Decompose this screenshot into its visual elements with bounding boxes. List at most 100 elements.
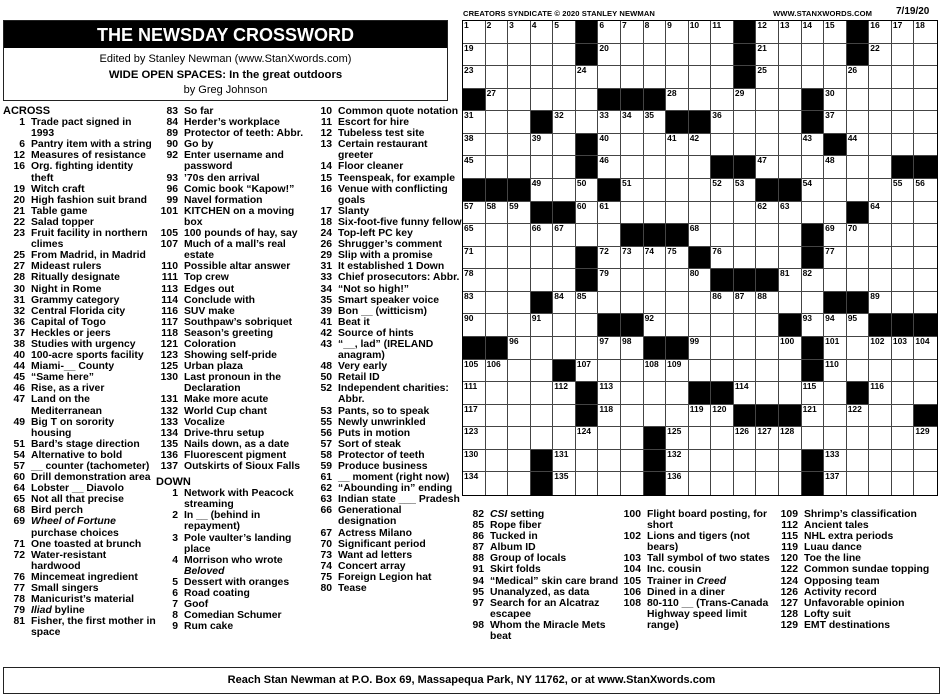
grid-cell[interactable] <box>891 224 915 247</box>
grid-cell[interactable] <box>530 156 554 179</box>
grid-cell[interactable] <box>869 111 892 134</box>
grid-cell[interactable] <box>643 156 667 179</box>
grid-cell[interactable]: 32 <box>553 111 576 134</box>
grid-cell[interactable]: 19 <box>463 43 486 67</box>
grid-cell[interactable] <box>733 314 757 337</box>
grid-cell[interactable]: 109 <box>666 359 689 383</box>
grid-cell[interactable]: 52 <box>711 178 734 202</box>
grid-cell[interactable]: 30 <box>824 88 847 112</box>
grid-cell[interactable] <box>666 291 689 315</box>
grid-cell[interactable] <box>553 336 576 360</box>
grid-cell[interactable] <box>711 88 734 112</box>
grid-cell[interactable]: 79 <box>598 269 621 292</box>
grid-cell[interactable] <box>508 43 531 67</box>
grid-cell[interactable]: 128 <box>778 427 802 450</box>
grid-cell[interactable] <box>756 133 779 157</box>
grid-cell[interactable] <box>869 88 892 112</box>
grid-cell[interactable] <box>485 43 509 67</box>
grid-cell[interactable] <box>553 404 576 428</box>
grid-cell[interactable] <box>778 382 802 405</box>
grid-cell[interactable] <box>846 156 870 179</box>
grid-cell[interactable] <box>869 224 892 247</box>
grid-cell[interactable]: 45 <box>463 156 486 179</box>
grid-cell[interactable] <box>733 449 757 473</box>
grid-cell[interactable] <box>914 472 937 495</box>
grid-cell[interactable]: 127 <box>756 427 779 450</box>
grid-cell[interactable] <box>778 66 802 89</box>
grid-cell[interactable]: 62 <box>756 201 779 225</box>
grid-cell[interactable]: 42 <box>688 133 712 157</box>
grid-cell[interactable] <box>778 472 802 495</box>
grid-cell[interactable] <box>508 382 531 405</box>
grid-cell[interactable] <box>891 404 915 428</box>
grid-cell[interactable] <box>801 291 825 315</box>
grid-cell[interactable] <box>733 224 757 247</box>
grid-cell[interactable]: 131 <box>553 449 576 473</box>
grid-cell[interactable] <box>756 359 779 383</box>
grid-cell[interactable]: 76 <box>711 246 734 270</box>
grid-cell[interactable] <box>914 88 937 112</box>
grid-cell[interactable] <box>575 314 599 337</box>
grid-cell[interactable] <box>620 291 644 315</box>
crossword-grid[interactable]: 1 2 3 4 5 6 7 8 9 10 11 12 13 14 15 16 17 18 19 20 21 22 23 24 2… <box>462 20 938 496</box>
grid-cell[interactable] <box>778 88 802 112</box>
grid-cell[interactable] <box>891 269 915 292</box>
grid-cell[interactable] <box>508 111 531 134</box>
grid-cell[interactable] <box>846 359 870 383</box>
grid-cell[interactable]: 105 <box>463 359 486 383</box>
grid-cell[interactable] <box>508 404 531 428</box>
grid-cell[interactable] <box>485 246 509 270</box>
grid-cell[interactable]: 36 <box>711 111 734 134</box>
grid-cell[interactable]: 122 <box>846 404 870 428</box>
grid-cell[interactable] <box>688 88 712 112</box>
grid-cell[interactable] <box>553 156 576 179</box>
grid-cell[interactable]: 53 <box>733 178 757 202</box>
grid-cell[interactable] <box>733 359 757 383</box>
grid-cell[interactable] <box>914 382 937 405</box>
grid-cell[interactable] <box>530 88 554 112</box>
grid-cell[interactable]: 46 <box>598 156 621 179</box>
grid-cell[interactable]: 92 <box>643 314 667 337</box>
grid-cell[interactable] <box>846 269 870 292</box>
grid-cell[interactable]: 102 <box>869 336 892 360</box>
grid-cell[interactable] <box>891 382 915 405</box>
grid-cell[interactable] <box>508 88 531 112</box>
grid-cell[interactable] <box>846 427 870 450</box>
grid-cell[interactable]: 49 <box>530 178 554 202</box>
grid-cell[interactable] <box>733 336 757 360</box>
grid-cell[interactable]: 101 <box>824 336 847 360</box>
grid-cell[interactable]: 108 <box>643 359 667 383</box>
grid-cell[interactable] <box>824 66 847 89</box>
grid-cell[interactable] <box>688 156 712 179</box>
grid-cell[interactable]: 80 <box>688 269 712 292</box>
grid-cell[interactable]: 64 <box>869 201 892 225</box>
grid-cell[interactable] <box>891 427 915 450</box>
grid-cell[interactable] <box>508 133 531 157</box>
grid-cell[interactable] <box>643 66 667 89</box>
grid-cell[interactable]: 84 <box>553 291 576 315</box>
grid-cell[interactable] <box>711 224 734 247</box>
grid-cell[interactable] <box>756 382 779 405</box>
grid-cell[interactable]: 31 <box>463 111 486 134</box>
grid-cell[interactable]: 34 <box>620 111 644 134</box>
grid-cell[interactable] <box>801 66 825 89</box>
grid-cell[interactable] <box>643 133 667 157</box>
grid-cell[interactable]: 65 <box>463 224 486 247</box>
grid-cell[interactable] <box>643 178 667 202</box>
grid-cell[interactable] <box>914 111 937 134</box>
grid-cell[interactable] <box>620 269 644 292</box>
grid-cell[interactable] <box>824 269 847 292</box>
grid-cell[interactable] <box>553 133 576 157</box>
grid-cell[interactable] <box>914 224 937 247</box>
grid-cell[interactable]: 33 <box>598 111 621 134</box>
grid-cell[interactable] <box>756 88 779 112</box>
grid-cell[interactable] <box>485 382 509 405</box>
grid-cell[interactable]: 26 <box>846 66 870 89</box>
grid-cell[interactable]: 90 <box>463 314 486 337</box>
grid-cell[interactable]: 110 <box>824 359 847 383</box>
grid-cell[interactable] <box>869 66 892 89</box>
grid-cell[interactable]: 82 <box>801 269 825 292</box>
grid-cell[interactable] <box>711 449 734 473</box>
grid-cell[interactable] <box>914 43 937 67</box>
grid-cell[interactable] <box>846 246 870 270</box>
